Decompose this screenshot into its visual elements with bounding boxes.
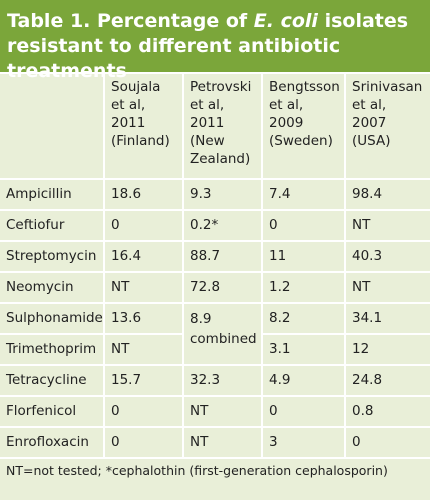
cell: NT bbox=[182, 395, 263, 428]
cell: 11 bbox=[261, 240, 346, 273]
table-footnote: NT=not tested; *cephalothin (first-gener… bbox=[6, 463, 388, 478]
header-cell: Soujala et al, 2011 (Finland) bbox=[103, 72, 184, 180]
header-cell bbox=[0, 72, 105, 180]
cell: NT bbox=[103, 333, 184, 366]
cell: NT bbox=[182, 426, 263, 459]
header-cell: Bengtsson et al, 2009 (Sweden) bbox=[261, 72, 346, 180]
cell: 7.4 bbox=[261, 178, 346, 211]
cell: 15.7 bbox=[103, 364, 184, 397]
cell: 0.8 bbox=[344, 395, 430, 428]
cell: 72.8 bbox=[182, 271, 263, 304]
cell: 98.4 bbox=[344, 178, 430, 211]
cell: 0 bbox=[103, 209, 184, 242]
row-label: Tetracycline bbox=[0, 364, 105, 397]
cell: 0 bbox=[261, 395, 346, 428]
row-label: Ampicillin bbox=[0, 178, 105, 211]
cell: NT bbox=[103, 271, 184, 304]
cell: 9.3 bbox=[182, 178, 263, 211]
cell: 4.9 bbox=[261, 364, 346, 397]
cell: 3 bbox=[261, 426, 346, 459]
cell: 18.6 bbox=[103, 178, 184, 211]
cell: NT bbox=[344, 271, 430, 304]
table-row: Florfenicol 0 NT 0 0.8 bbox=[0, 395, 430, 428]
table-row: Tetracycline 15.7 32.3 4.9 24.8 bbox=[0, 364, 430, 397]
row-label: Enrofloxacin bbox=[0, 426, 105, 459]
row-label: Ceftiofur bbox=[0, 209, 105, 242]
cell: 0 bbox=[344, 426, 430, 459]
cell: 13.6 bbox=[103, 302, 184, 335]
title-italic: E. coli bbox=[253, 10, 318, 32]
cell: 34.1 bbox=[344, 302, 430, 335]
row-label: Trimethoprim bbox=[0, 333, 105, 366]
cell: 16.4 bbox=[103, 240, 184, 273]
table-row: Ceftiofur 0 0.2* 0 NT bbox=[0, 209, 430, 242]
title-text: isolates resistant to different antibiot… bbox=[7, 10, 409, 82]
cell: 12 bbox=[344, 333, 430, 366]
table-row: Trimethoprim NT 3.1 12 bbox=[0, 333, 430, 366]
cell: 24.8 bbox=[344, 364, 430, 397]
row-label: Neomycin bbox=[0, 271, 105, 304]
data-table: Soujala et al, 2011 (Finland) Petrovski e… bbox=[0, 72, 430, 459]
table-row: Ampicillin 18.6 9.3 7.4 98.4 bbox=[0, 178, 430, 211]
table-title: Table 1. Percentage of E. coli isolates … bbox=[0, 0, 430, 82]
cell: 1.2 bbox=[261, 271, 346, 304]
cell: 8.2 bbox=[261, 302, 346, 335]
table-row: Sulphonamide 13.6 8.9 combined 8.2 34.1 bbox=[0, 302, 430, 366]
cell: NT bbox=[344, 209, 430, 242]
row-label: Florfenicol bbox=[0, 395, 105, 428]
table-row: Streptomycin 16.4 88.7 11 40.3 bbox=[0, 240, 430, 273]
cell: 3.1 bbox=[261, 333, 346, 366]
header-cell: Petrovski et al, 2011 (New Zealand) bbox=[182, 72, 263, 180]
table-row: Neomycin NT 72.8 1.2 NT bbox=[0, 271, 430, 304]
cell: 88.7 bbox=[182, 240, 263, 273]
cell: 0 bbox=[261, 209, 346, 242]
row-label: Sulphonamide bbox=[0, 302, 105, 335]
title-text: Table 1. Percentage of bbox=[7, 10, 254, 32]
table-row: Enrofloxacin 0 NT 3 0 bbox=[0, 426, 430, 459]
header-cell: Srinivasan et al, 2007 (USA) bbox=[344, 72, 430, 180]
cell: 40.3 bbox=[344, 240, 430, 273]
row-label: Streptomycin bbox=[0, 240, 105, 273]
cell: 0 bbox=[103, 426, 184, 459]
cell: 0.2* bbox=[182, 209, 263, 242]
cell: 0 bbox=[103, 395, 184, 428]
cell: 32.3 bbox=[182, 364, 263, 397]
header-row: Soujala et al, 2011 (Finland) Petrovski e… bbox=[0, 72, 430, 180]
cell: 8.9 combined bbox=[182, 302, 263, 366]
